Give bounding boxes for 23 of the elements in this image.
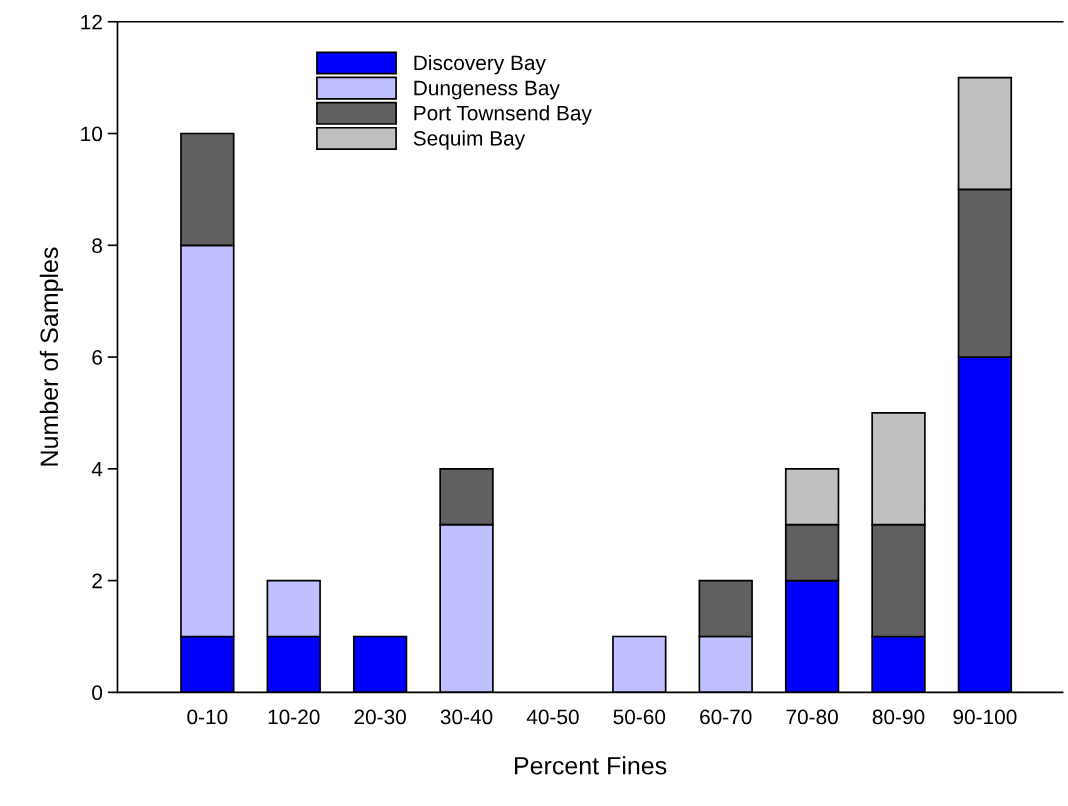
legend-label: Port Townsend Bay [414,105,592,125]
y-tick-label: 6 [92,350,102,365]
y-tick-label: 8 [92,238,102,254]
y-tick-label: 0 [92,685,103,701]
legend-label: Dungeness Bay [414,80,560,100]
y-axis-title: Number of Samples [39,247,64,466]
x-tick-label: 40-50 [526,709,579,725]
x-tick-label: 60-70 [700,709,752,725]
legend-label: Sequim Bay [413,130,526,150]
x-tick-label: 20-30 [354,709,406,725]
y-tick-label: 4 [91,462,103,477]
x-tick-label: 30-40 [440,709,493,725]
y-tick-label: 10 [81,126,103,142]
x-tick-label: 70-80 [786,709,838,725]
x-tick-label: 80-90 [872,709,925,725]
y-tick-label: 12 [81,14,102,30]
x-axis-title: Percent Fines [515,756,667,775]
x-tick-label: 0-10 [187,709,228,725]
x-tick-label: 90-100 [953,709,1017,725]
legend-label: Discovery Bay [414,54,546,75]
y-tick-label: 2 [92,573,102,589]
x-tick-label: 50-60 [613,709,666,725]
x-tick-label: 10-20 [268,709,320,725]
